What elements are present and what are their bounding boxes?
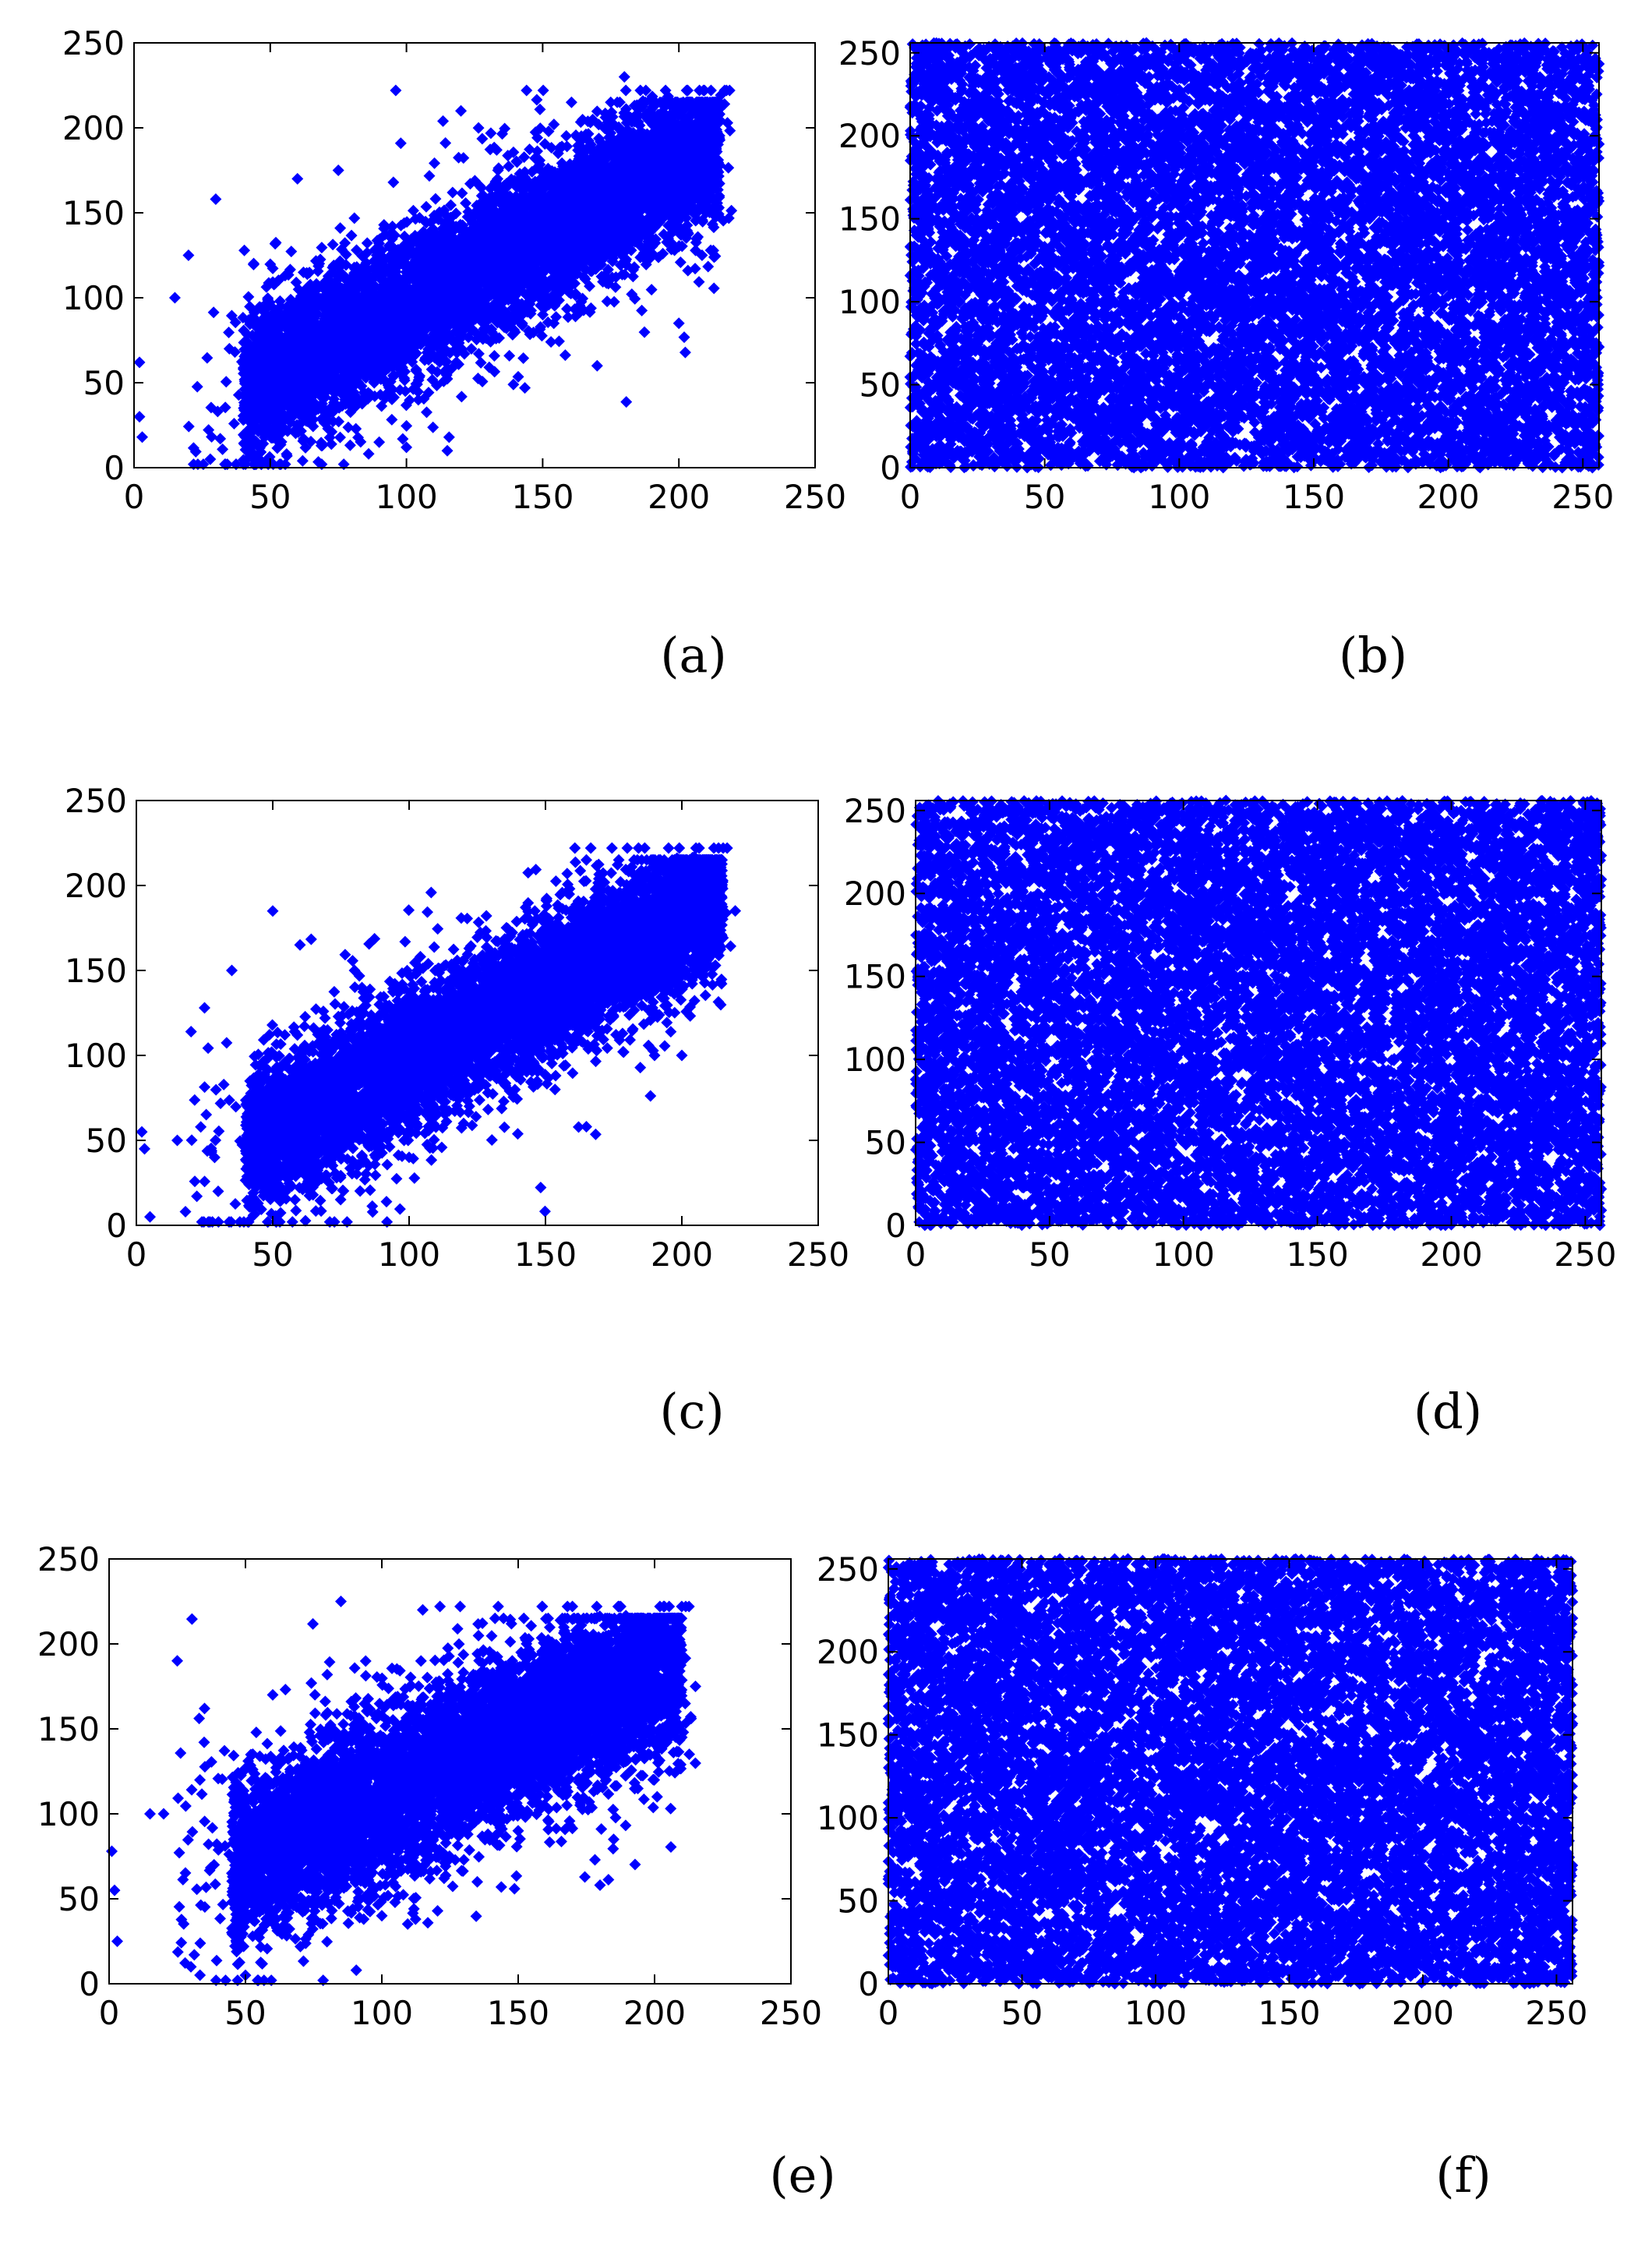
data-point <box>424 170 436 182</box>
data-point <box>348 212 360 224</box>
data-point <box>401 420 412 432</box>
data-point <box>456 187 468 199</box>
data-point <box>675 256 687 268</box>
data-point <box>646 284 658 295</box>
data-point <box>473 122 485 134</box>
data-point <box>447 186 458 198</box>
data-points <box>133 71 737 470</box>
data-point <box>421 201 432 213</box>
